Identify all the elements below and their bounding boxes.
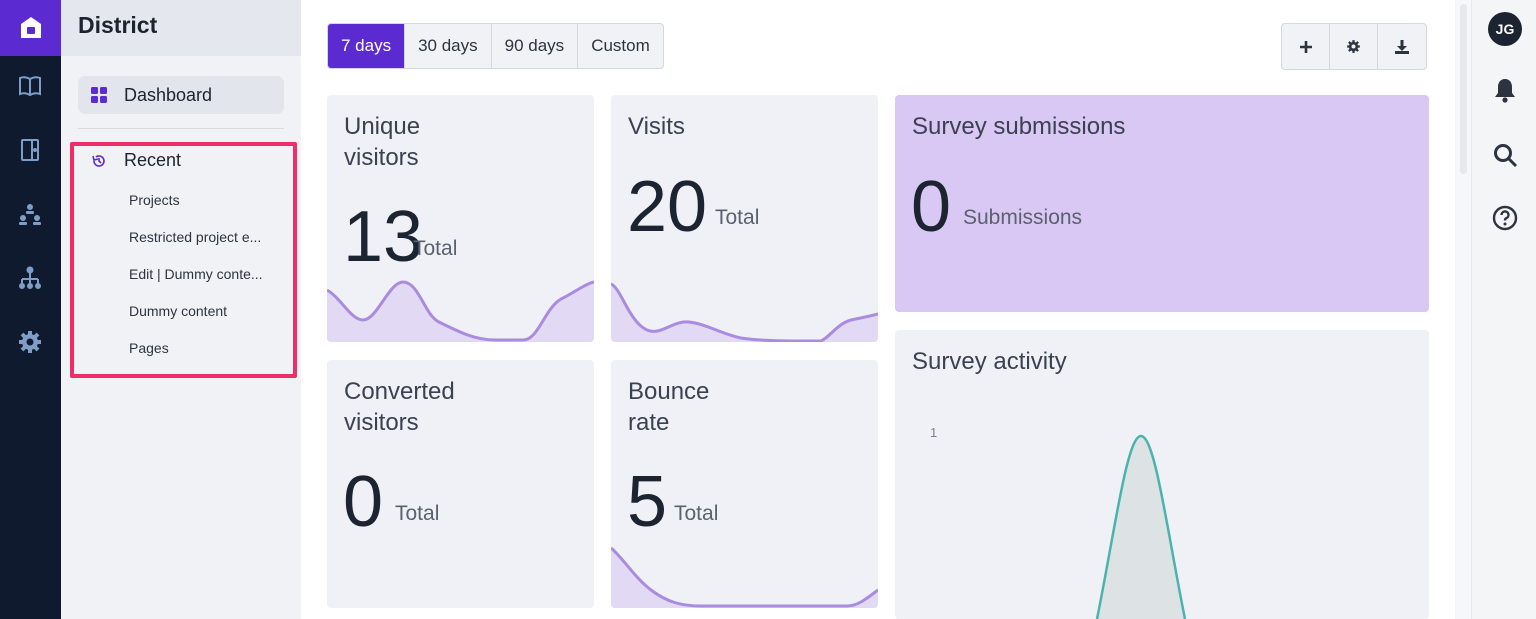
gear-icon[interactable] [14, 326, 46, 358]
card-title: Unique [344, 113, 421, 140]
survey-activity-chart [1095, 434, 1187, 619]
main-scrollbar[interactable] [1456, 0, 1471, 619]
bell-icon[interactable] [1490, 75, 1520, 105]
range-tab-7-days[interactable]: 7 days [328, 24, 406, 68]
y-tick-label: 1 [930, 425, 938, 440]
bounce-rate-card: Bounce rate 5 Total [611, 360, 878, 608]
sparkline [327, 280, 594, 342]
hierarchy-icon[interactable] [14, 198, 46, 230]
visits-card: Visits 20 Total [611, 95, 878, 342]
survey-submissions-value: 0 [911, 167, 952, 247]
survey-submissions-card: Survey submissions 0 Submissions [895, 95, 1429, 312]
download-icon [1395, 39, 1409, 54]
app-rail [0, 0, 61, 619]
converted-visitors-card: Converted visitors 0 Total [327, 360, 594, 608]
door-icon[interactable] [14, 134, 46, 166]
app-logo[interactable] [0, 0, 61, 56]
range-tab-90-days[interactable]: 90 days [492, 24, 579, 68]
range-tab-custom[interactable]: Custom [591, 36, 650, 55]
visits-value: 20 [627, 167, 708, 247]
recent-item[interactable]: Dummy content [129, 303, 228, 319]
add-button[interactable] [1282, 24, 1330, 69]
settings-button[interactable] [1330, 24, 1378, 69]
sidebar-divider [78, 128, 284, 129]
converted-visitors-value: 0 [343, 462, 384, 542]
sidebar-item-dashboard[interactable]: Dashboard [78, 76, 284, 114]
recent-item[interactable]: Pages [129, 340, 169, 356]
recent-header[interactable]: Recent [91, 150, 181, 171]
unique-visitors-value: 13 [343, 197, 424, 277]
unique-visitors-card: Unique visitors 13 Total [327, 95, 594, 342]
book-icon[interactable] [14, 70, 46, 102]
date-range-selector: 7 days 30 days 90 days Custom [327, 23, 664, 69]
card-title: Survey submissions [912, 113, 1126, 140]
card-title: Bounce [628, 378, 710, 405]
dashboard-icon [91, 87, 107, 103]
recent-item[interactable]: Projects [129, 192, 180, 208]
sparkline [611, 546, 878, 608]
home-logo-icon [20, 17, 41, 38]
sitemap-icon[interactable] [14, 262, 46, 294]
recent-item[interactable]: Restricted project e... [129, 229, 262, 245]
sidebar-item-label: Dashboard [124, 84, 213, 105]
bounce-rate-value: 5 [627, 462, 668, 542]
toolbar-actions [1281, 23, 1427, 70]
survey-activity-card: Survey activity 1 [895, 330, 1429, 619]
search-icon[interactable] [1490, 140, 1520, 170]
card-title: Visits [628, 113, 685, 140]
right-rail: JG [1471, 0, 1536, 619]
sparkline [611, 282, 878, 342]
recent-item[interactable]: Edit | Dummy conte... [129, 266, 263, 282]
plus-icon [1299, 40, 1312, 53]
sidebar: District Dashboard Recent Projects Restr… [61, 0, 301, 619]
card-title: rate [628, 409, 670, 436]
download-button[interactable] [1378, 24, 1426, 69]
scrollbar-thumb[interactable] [1460, 4, 1467, 174]
help-icon[interactable] [1490, 203, 1520, 233]
card-title: visitors [344, 144, 419, 171]
card-title: visitors [344, 409, 419, 436]
gear-icon [1347, 40, 1360, 53]
history-icon [92, 154, 105, 167]
range-tab-30-days[interactable]: 30 days [405, 24, 492, 68]
card-unit: Total [674, 502, 719, 525]
card-unit: Total [715, 206, 760, 229]
card-unit: Total [413, 237, 458, 260]
card-unit: Submissions [963, 206, 1083, 229]
card-title: Converted [344, 378, 455, 405]
card-unit: Total [395, 502, 440, 525]
highlight-box [70, 142, 297, 378]
app-title: District [61, 0, 301, 56]
recent-label: Recent [124, 150, 182, 170]
card-title: Survey activity [912, 348, 1067, 375]
avatar[interactable]: JG [1488, 12, 1522, 46]
